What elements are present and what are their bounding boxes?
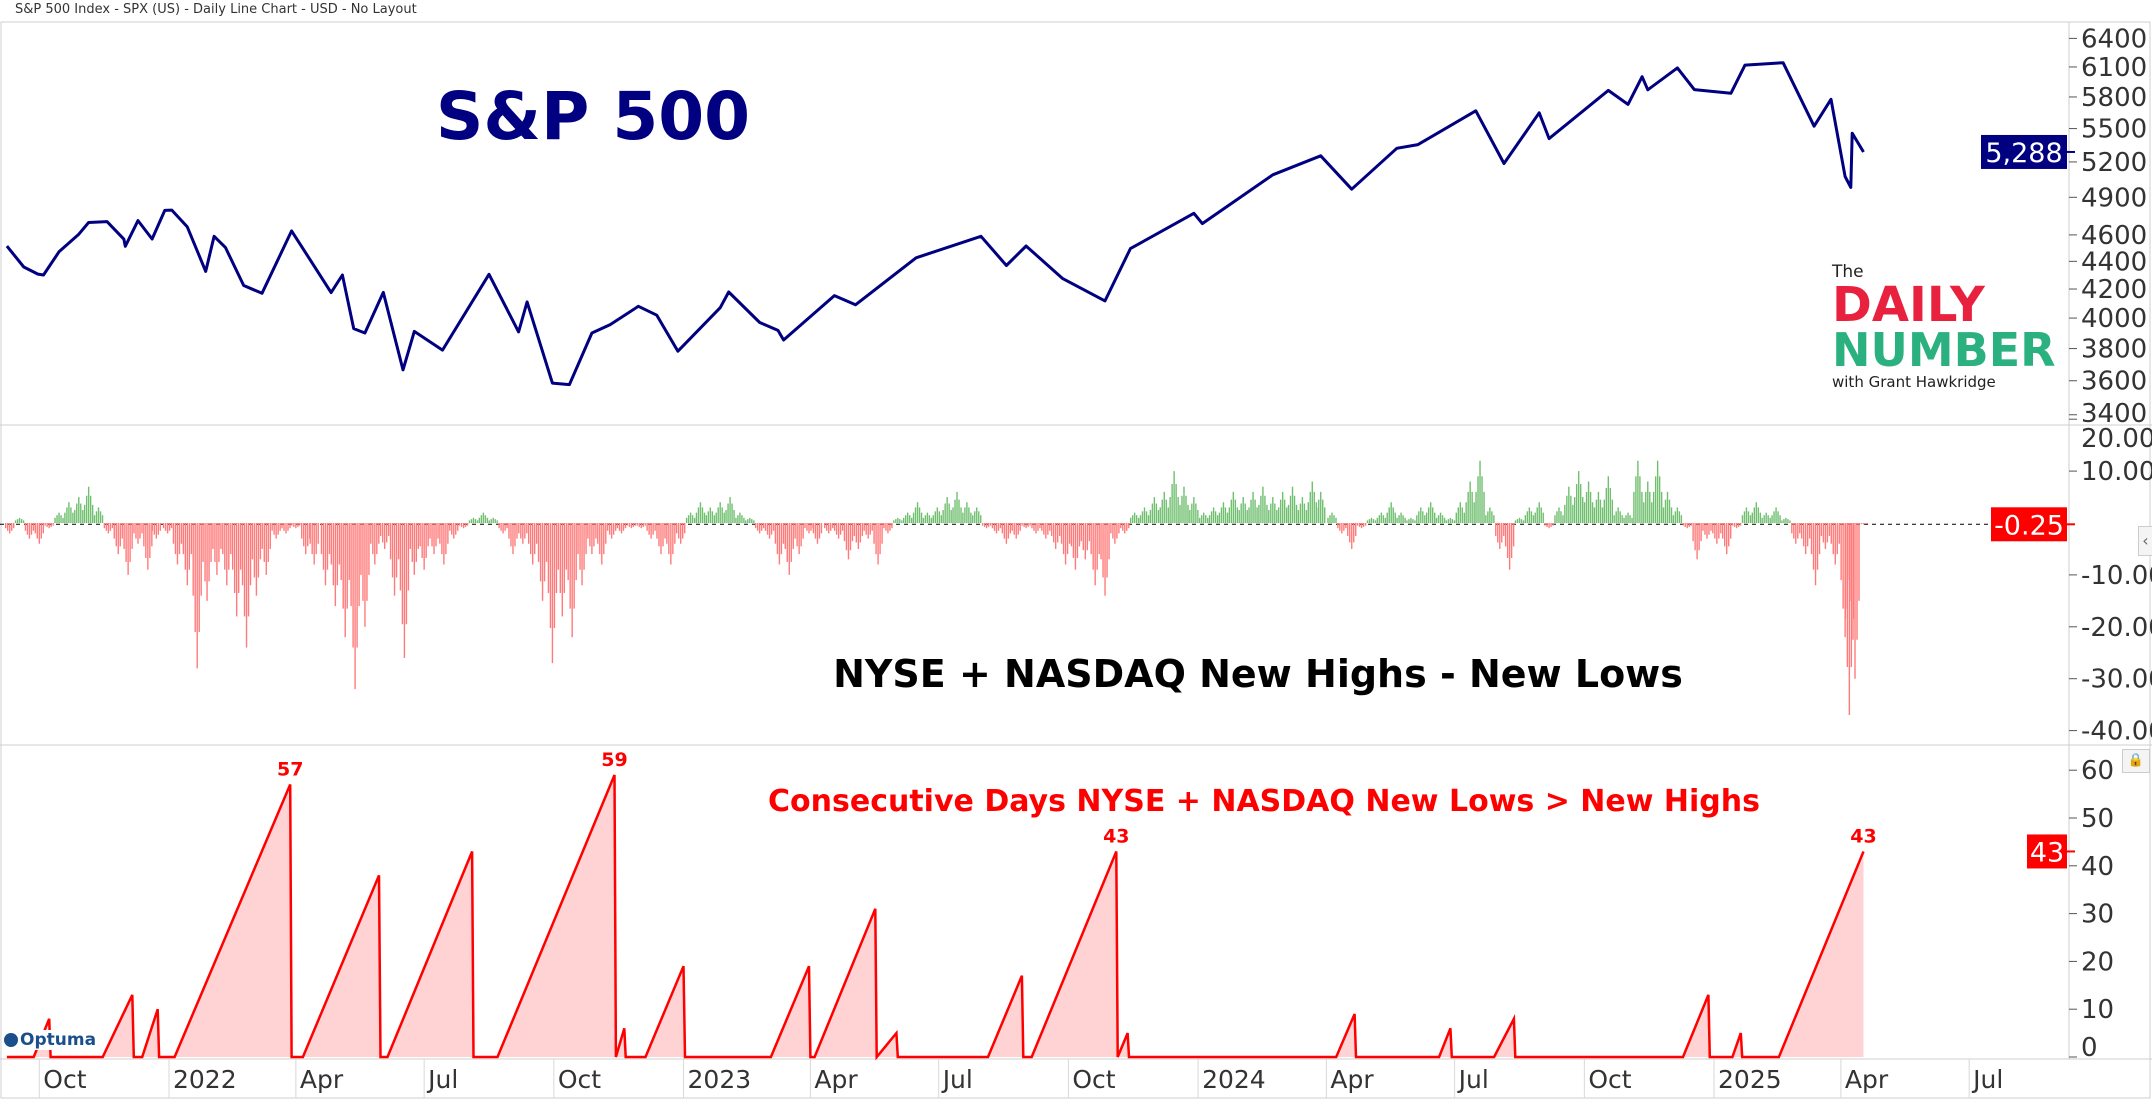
- last-value-box: [2027, 834, 2067, 869]
- lock-icon[interactable]: 🔒: [2122, 749, 2150, 773]
- optuma-text: Optuma: [20, 1030, 97, 1050]
- y-tick-label: 4000: [2081, 304, 2147, 334]
- y-tick-label: 10.00: [2081, 457, 2152, 487]
- sp500-line: [5, 61, 1865, 387]
- last-value-label: -0.25: [1994, 510, 2064, 541]
- y-tick-label: 6100: [2081, 53, 2147, 83]
- y-tick-label: 3400: [2081, 399, 2147, 429]
- daily-number-logo: The DAILY NUMBER with Grant Hawkridge: [1832, 264, 2064, 390]
- optuma-icon: [4, 1033, 18, 1047]
- y-tick-label: -40.00: [2081, 717, 2152, 747]
- y-tick-label: -20.00: [2081, 613, 2152, 643]
- y-tick-label: 4400: [2081, 247, 2147, 277]
- x-tick-label: Apr: [814, 1065, 858, 1094]
- peak-label: 43: [1850, 825, 1876, 847]
- x-tick-label: Jul: [426, 1065, 458, 1094]
- x-tick-label: Oct: [1072, 1065, 1115, 1094]
- y-tick-label: 6400: [2081, 24, 2147, 54]
- x-tick-label: Jul: [941, 1065, 973, 1094]
- y-tick-label: 10: [2081, 995, 2114, 1025]
- highs-lows-title: NYSE + NASDAQ New Highs - New Lows: [833, 652, 1683, 696]
- x-tick-label: Apr: [1330, 1065, 1374, 1094]
- y-tick-label: 3800: [2081, 335, 2147, 365]
- logo-the: The: [1832, 262, 1864, 282]
- peak-label: 57: [277, 759, 303, 781]
- x-tick-label: Jul: [1971, 1065, 2003, 1094]
- peak-label: 43: [1103, 825, 1129, 847]
- y-tick-label: 5200: [2081, 148, 2147, 178]
- consecutive-days-line: [6, 774, 1865, 1061]
- y-tick-label: -10.00: [2081, 561, 2152, 591]
- y-tick-label: 4900: [2081, 183, 2147, 213]
- logo-with: with Grant Hawkridge: [1832, 373, 1996, 391]
- y-tick-label: 3600: [2081, 367, 2147, 397]
- chart-frame: [0, 21, 2151, 1099]
- last-value-box: [1991, 507, 2067, 542]
- logo-daily: DAILY: [1832, 277, 1985, 333]
- y-tick-label: -30.00: [2081, 665, 2152, 695]
- x-tick-label: Oct: [1588, 1065, 1631, 1094]
- peak-label: 59: [601, 749, 627, 771]
- y-tick-label: 20.00: [2081, 424, 2152, 454]
- x-tick-label: 2024: [1202, 1065, 1266, 1094]
- last-value-label: 5,288: [1985, 138, 2062, 169]
- y-tick-label: 4200: [2081, 275, 2147, 305]
- y-tick-label: 50: [2081, 804, 2114, 834]
- logo-number: NUMBER: [1832, 323, 2056, 377]
- x-tick-label: 2023: [688, 1065, 752, 1094]
- chevron-left-icon[interactable]: ‹: [2138, 526, 2152, 556]
- y-tick-label: 30: [2081, 900, 2114, 930]
- y-tick-label: 5800: [2081, 83, 2147, 113]
- last-value-label: 43: [2030, 837, 2064, 868]
- x-tick-label: Apr: [300, 1065, 344, 1094]
- x-tick-label: Oct: [558, 1065, 601, 1094]
- y-tick-label: 4600: [2081, 221, 2147, 251]
- x-tick-label: Oct: [43, 1065, 86, 1094]
- last-value-box: [1981, 134, 2067, 169]
- sp500-title: S&P 500: [435, 78, 751, 155]
- y-tick-label: 40: [2081, 852, 2114, 882]
- y-tick-label: 5500: [2081, 115, 2147, 145]
- optuma-logo: Optuma: [4, 1030, 97, 1050]
- x-tick-label: Apr: [1845, 1065, 1889, 1094]
- y-tick-label: 60: [2081, 756, 2114, 786]
- x-tick-label: 2025: [1718, 1065, 1782, 1094]
- consecutive-days-area: [6, 775, 1864, 1057]
- y-tick-label: 0: [2081, 1033, 2098, 1063]
- y-tick-label: 20: [2081, 947, 2114, 977]
- x-tick-label: Jul: [1457, 1065, 1489, 1094]
- x-tick-label: 2022: [173, 1065, 237, 1094]
- chart-header-title: S&P 500 Index - SPX (US) - Daily Line Ch…: [15, 2, 417, 17]
- consecutive-days-title: Consecutive Days NYSE + NASDAQ New Lows …: [768, 784, 1760, 819]
